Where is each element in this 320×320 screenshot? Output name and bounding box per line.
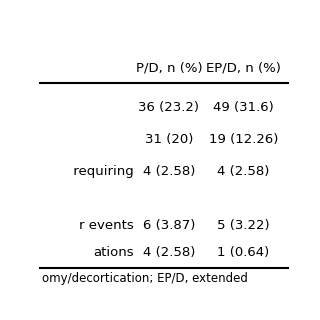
Text: requiring: requiring [69,165,134,178]
Text: 4 (2.58): 4 (2.58) [143,246,195,259]
Text: 49 (31.6): 49 (31.6) [213,101,274,114]
Text: 6 (3.87): 6 (3.87) [143,219,195,232]
Text: 19 (12.26): 19 (12.26) [209,133,278,146]
Text: EP/D, n (%): EP/D, n (%) [206,61,281,75]
Text: 5 (3.22): 5 (3.22) [217,219,270,232]
Text: 36 (23.2): 36 (23.2) [139,101,199,114]
Text: 4 (2.58): 4 (2.58) [217,165,269,178]
Text: 4 (2.58): 4 (2.58) [143,165,195,178]
Text: 31 (20): 31 (20) [145,133,193,146]
Text: P/D, n (%): P/D, n (%) [136,61,202,75]
Text: r events: r events [79,219,134,232]
Text: ations: ations [94,246,134,259]
Text: omy/decortication; EP/D, extended: omy/decortication; EP/D, extended [43,272,248,285]
Text: 1 (0.64): 1 (0.64) [217,246,269,259]
